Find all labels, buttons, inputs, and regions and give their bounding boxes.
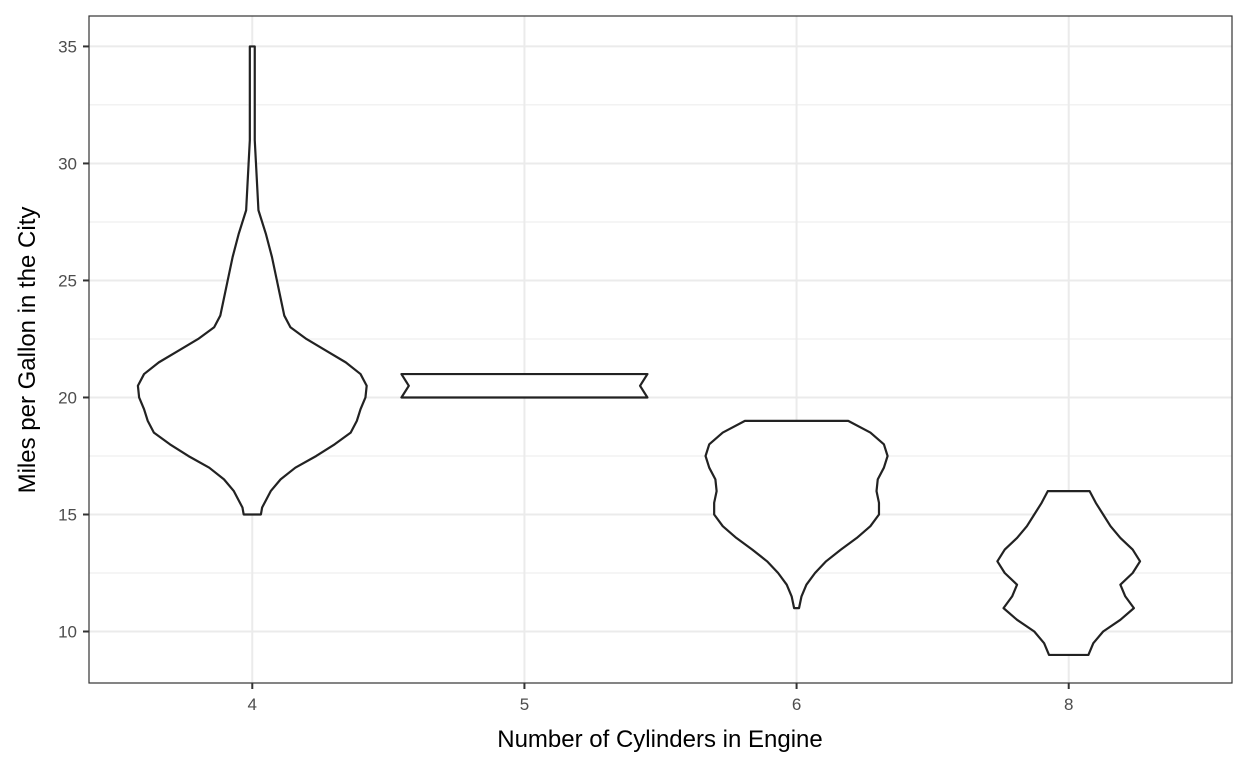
panel-border xyxy=(88,15,1233,684)
violins xyxy=(136,45,1142,657)
y-tick-label: 25 xyxy=(58,271,77,290)
y-tick-label: 15 xyxy=(58,505,77,524)
x-axis-title: Number of Cylinders in Engine xyxy=(497,726,823,753)
y-tick-label: 35 xyxy=(58,37,77,56)
y-tick-label: 20 xyxy=(58,388,77,407)
y-tick-label: 30 xyxy=(58,154,77,173)
x-tick-label: 6 xyxy=(792,695,801,714)
violin-cyl-5 xyxy=(400,372,649,399)
violin-cyl-6 xyxy=(704,419,889,610)
x-axis: 4 5 6 8 xyxy=(248,683,1073,714)
y-axis: 10 15 20 25 30 35 xyxy=(58,37,89,642)
x-tick-label: 5 xyxy=(520,695,529,714)
y-axis-title: Miles per Gallon in the City xyxy=(14,207,41,494)
minor-gridlines xyxy=(89,104,1232,574)
x-tick-label: 4 xyxy=(248,695,257,714)
x-tick-label: 8 xyxy=(1064,695,1073,714)
violin-cyl-8 xyxy=(996,489,1142,657)
y-tick-label: 10 xyxy=(58,623,77,642)
violin-cyl-4 xyxy=(136,45,368,516)
